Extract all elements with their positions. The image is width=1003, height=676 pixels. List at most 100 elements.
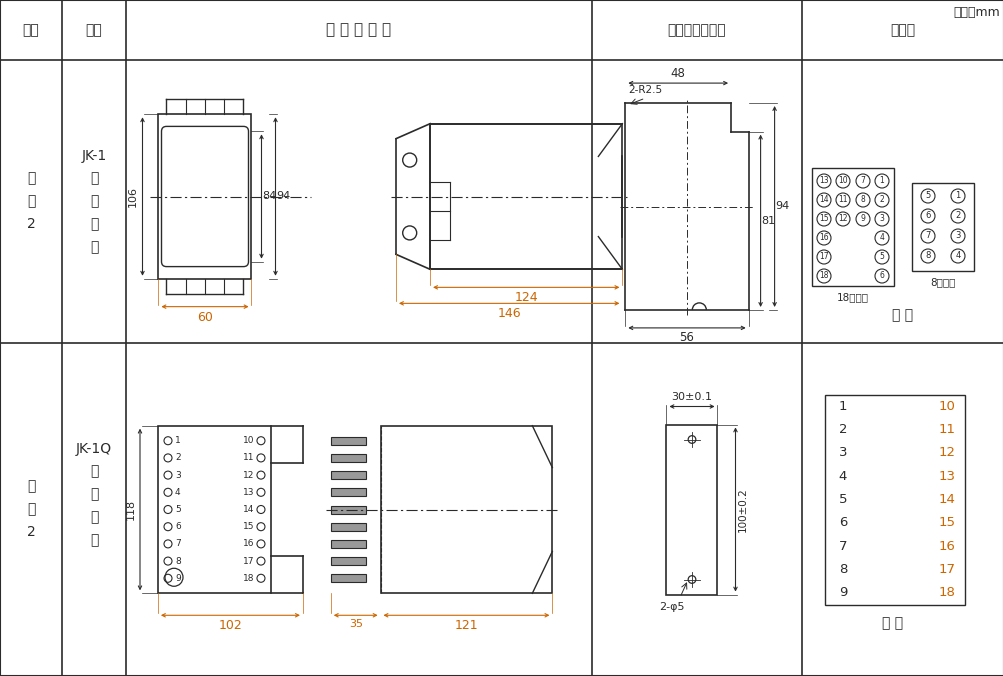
Text: 121: 121: [454, 619, 477, 632]
Text: 安装开孔尺寸图: 安装开孔尺寸图: [667, 23, 725, 37]
Text: 4: 4: [838, 470, 847, 483]
Text: 6: 6: [879, 272, 884, 281]
Text: 9: 9: [838, 586, 847, 600]
Bar: [429, 124, 622, 269]
Bar: [331, 557, 365, 565]
Text: 2-R2.5: 2-R2.5: [628, 85, 662, 95]
Text: 5: 5: [175, 505, 181, 514]
Text: 10: 10: [938, 400, 955, 412]
Text: 16: 16: [818, 233, 828, 243]
Text: 2: 2: [175, 454, 181, 462]
Text: 4: 4: [175, 488, 181, 497]
Text: 外 形 尺 寸 图: 外 形 尺 寸 图: [326, 22, 391, 37]
Bar: [331, 575, 365, 582]
Text: 3: 3: [838, 446, 847, 459]
Text: 11: 11: [243, 454, 254, 462]
Text: 附
图
2: 附 图 2: [27, 480, 35, 539]
Text: 8: 8: [860, 195, 865, 205]
Text: 35: 35: [348, 619, 362, 629]
Text: 7: 7: [925, 231, 930, 241]
Text: 1: 1: [175, 436, 181, 445]
Text: 15: 15: [243, 522, 254, 531]
Text: 100±0.2: 100±0.2: [737, 487, 747, 532]
Text: 1: 1: [838, 400, 847, 412]
Text: 13: 13: [243, 488, 254, 497]
Text: 8: 8: [175, 556, 181, 566]
Text: 7: 7: [860, 176, 865, 185]
Bar: [824, 395, 964, 604]
Text: 15: 15: [818, 214, 828, 224]
Text: 9: 9: [860, 214, 865, 224]
Text: 11: 11: [938, 423, 955, 436]
Text: 2-φ5: 2-φ5: [659, 602, 684, 612]
Bar: [911, 183, 973, 271]
Text: 结构: 结构: [85, 23, 102, 37]
Text: 18: 18: [938, 586, 955, 600]
Text: 56: 56: [679, 331, 694, 344]
Text: 8: 8: [925, 251, 930, 260]
Text: 106: 106: [127, 186, 137, 207]
Text: 8: 8: [838, 563, 847, 576]
Bar: [380, 426, 552, 594]
Text: 18: 18: [818, 272, 827, 281]
Text: 6: 6: [838, 516, 847, 529]
Bar: [331, 471, 365, 479]
Text: 8点端子: 8点端子: [930, 277, 955, 287]
Text: 5: 5: [925, 191, 930, 201]
Text: 17: 17: [243, 556, 254, 566]
Text: 1: 1: [955, 191, 960, 201]
Text: 16: 16: [243, 539, 254, 548]
Bar: [331, 488, 365, 496]
Text: 6: 6: [925, 212, 930, 220]
Text: 94: 94: [276, 191, 291, 201]
Text: 11: 11: [838, 195, 847, 205]
Text: 146: 146: [496, 308, 521, 320]
Text: 18: 18: [243, 574, 254, 583]
Bar: [331, 437, 365, 445]
Text: 14: 14: [938, 493, 955, 506]
Bar: [331, 454, 365, 462]
Text: 30±0.1: 30±0.1: [671, 393, 712, 402]
Text: 3: 3: [955, 231, 960, 241]
Text: 124: 124: [514, 291, 538, 304]
Text: 14: 14: [243, 505, 254, 514]
Text: JK-1Q
板
前
接
线: JK-1Q 板 前 接 线: [76, 442, 112, 547]
Text: 7: 7: [175, 539, 181, 548]
Text: 15: 15: [938, 516, 955, 529]
Bar: [811, 168, 893, 286]
Text: 94: 94: [775, 201, 789, 212]
Text: JK-1
板
后
接
线: JK-1 板 后 接 线: [81, 149, 106, 254]
Text: 5: 5: [879, 253, 884, 262]
Text: 5: 5: [838, 493, 847, 506]
Text: 图号: 图号: [23, 23, 39, 37]
Text: 4: 4: [879, 233, 884, 243]
Text: 3: 3: [175, 470, 181, 479]
Text: 正 视: 正 视: [882, 617, 903, 631]
Bar: [331, 540, 365, 548]
Text: 3: 3: [879, 214, 884, 224]
Text: 2: 2: [838, 423, 847, 436]
Text: 附
图
2: 附 图 2: [27, 172, 35, 231]
Text: 6: 6: [175, 522, 181, 531]
Text: 12: 12: [938, 446, 955, 459]
Bar: [331, 506, 365, 514]
Text: 2: 2: [955, 212, 960, 220]
Text: 18点端子: 18点端子: [837, 292, 869, 302]
Text: 17: 17: [818, 253, 828, 262]
Text: 118: 118: [125, 499, 135, 520]
Text: 2: 2: [879, 195, 884, 205]
Text: 12: 12: [243, 470, 254, 479]
Text: 7: 7: [838, 539, 847, 553]
Bar: [331, 523, 365, 531]
Text: 单位：mm: 单位：mm: [952, 6, 999, 19]
Text: 13: 13: [818, 176, 828, 185]
Text: 1: 1: [879, 176, 884, 185]
Text: 13: 13: [938, 470, 955, 483]
Text: 14: 14: [818, 195, 828, 205]
Bar: [666, 425, 717, 594]
Text: 4: 4: [955, 251, 960, 260]
Text: 12: 12: [838, 214, 847, 224]
Text: 10: 10: [243, 436, 254, 445]
Bar: [157, 426, 271, 594]
Text: 48: 48: [670, 67, 685, 80]
